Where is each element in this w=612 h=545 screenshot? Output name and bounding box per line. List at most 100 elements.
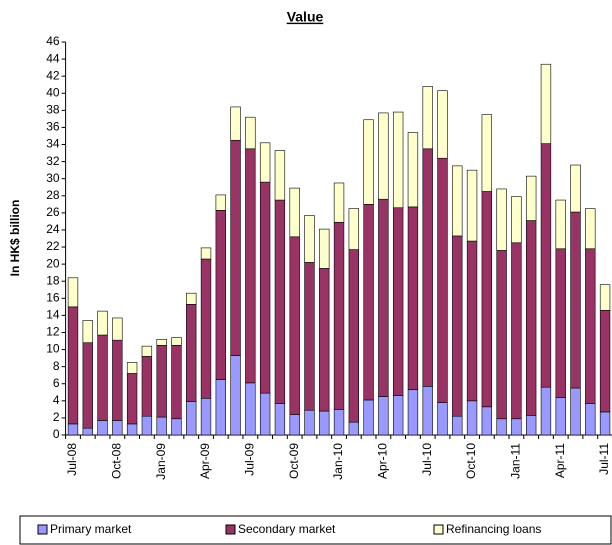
bar-segment (555, 397, 566, 436)
bar-segment (112, 420, 123, 436)
x-tick-label: Jul-11 (597, 443, 611, 475)
bar-segment (304, 215, 315, 263)
bar-segment (186, 401, 197, 436)
bar-segment (230, 139, 241, 356)
y-tick-label: 26 (46, 205, 60, 219)
x-tick-label: Jul-08 (65, 443, 79, 476)
y-tick-label: 40 (46, 85, 60, 99)
y-tick-label: 38 (46, 103, 60, 117)
bar-segment (392, 207, 404, 397)
bar-segment (437, 90, 448, 159)
y-tick-label: 32 (46, 154, 60, 168)
bar-segment (319, 410, 330, 436)
bar-segment (112, 339, 123, 421)
bar-segment (82, 320, 93, 344)
legend-label: Primary market (50, 522, 132, 536)
bar-segment (274, 403, 286, 436)
bar-segment (245, 148, 256, 384)
y-tick-label: 2 (53, 410, 60, 424)
bar-segment (289, 187, 300, 238)
bar-segment (126, 373, 138, 425)
bar-segment (422, 86, 433, 150)
x-tick-label: Apr-11 (553, 443, 567, 478)
bar-segment (259, 392, 271, 436)
bar-segment (230, 106, 241, 141)
bar-segment (200, 247, 212, 260)
y-tick-label: 18 (46, 273, 60, 287)
bar-segment (126, 362, 138, 374)
bar-segment (171, 337, 182, 346)
bar-segment (392, 395, 404, 436)
y-tick-label: 22 (46, 239, 60, 253)
bar-segment (67, 306, 79, 425)
bar-segment (392, 111, 404, 209)
y-tick-label: 36 (46, 120, 60, 134)
bar-segment (585, 248, 596, 404)
bar-segment (141, 356, 153, 417)
bar-segment (422, 386, 433, 436)
bar-segment (333, 182, 345, 223)
bar-segment (496, 188, 507, 251)
y-tick-label: 28 (46, 188, 60, 202)
bar-segment (82, 427, 93, 436)
bar-segment (525, 220, 537, 416)
y-tick-label: 34 (46, 137, 60, 151)
bar-segment (540, 143, 552, 388)
y-tick-label: 44 (46, 51, 60, 65)
bar-segment (230, 355, 241, 436)
bar-segment (141, 345, 153, 357)
y-tick-label: 6 (53, 376, 60, 390)
x-tick-label: Jan-09 (154, 443, 168, 480)
x-tick-label: Oct-08 (110, 443, 124, 479)
legend-swatch (225, 524, 236, 535)
y-axis-label: In HK$ billion (8, 200, 22, 277)
bar-segment (407, 132, 419, 208)
bar-segment (422, 148, 433, 387)
bar-segment (585, 208, 596, 250)
bar-segment (481, 191, 493, 408)
bar-segment (156, 416, 167, 436)
bar-segment (274, 199, 286, 404)
y-tick-label: 42 (46, 68, 60, 82)
legend-swatch (37, 524, 48, 535)
bar-segment (289, 236, 300, 415)
y-tick-label: 8 (53, 359, 60, 373)
bar-segment (466, 169, 478, 242)
x-tick-label: Jul-09 (243, 443, 257, 476)
bar-segment (200, 397, 212, 436)
legend-label: Secondary market (238, 522, 336, 536)
bar-segment (496, 250, 507, 420)
bar-segment (186, 303, 197, 402)
bar-segment (348, 421, 359, 436)
bar-segment (570, 387, 581, 436)
bar-segment (215, 194, 226, 211)
bar-segment (156, 339, 167, 346)
bar-segment (156, 344, 167, 418)
y-tick-label: 14 (46, 308, 60, 322)
y-tick-label: 4 (53, 393, 60, 407)
bar-segment (274, 150, 286, 201)
bar-segment (67, 277, 79, 308)
legend-box (19, 515, 612, 545)
bar-segment (599, 309, 611, 413)
x-tick-label: Jan-11 (509, 443, 523, 479)
bar-segment (525, 415, 537, 436)
bar-segment (599, 411, 611, 436)
bar-segment (319, 228, 330, 269)
bar-segment (570, 211, 581, 389)
x-tick-label: Jul-10 (420, 443, 434, 476)
chart-title: Value (287, 9, 324, 25)
bar-segment (407, 389, 419, 436)
y-tick-label: 0 (53, 427, 60, 441)
bar-segment (259, 181, 271, 394)
bar-segment (333, 409, 345, 436)
bar-segment (466, 240, 478, 402)
bar-segment (378, 396, 389, 436)
legend-label: Refinancing loans (446, 522, 541, 536)
bar-segment (511, 242, 522, 420)
bar-segment (245, 382, 256, 436)
bar-segment (555, 199, 566, 250)
bar-segment (407, 206, 419, 391)
